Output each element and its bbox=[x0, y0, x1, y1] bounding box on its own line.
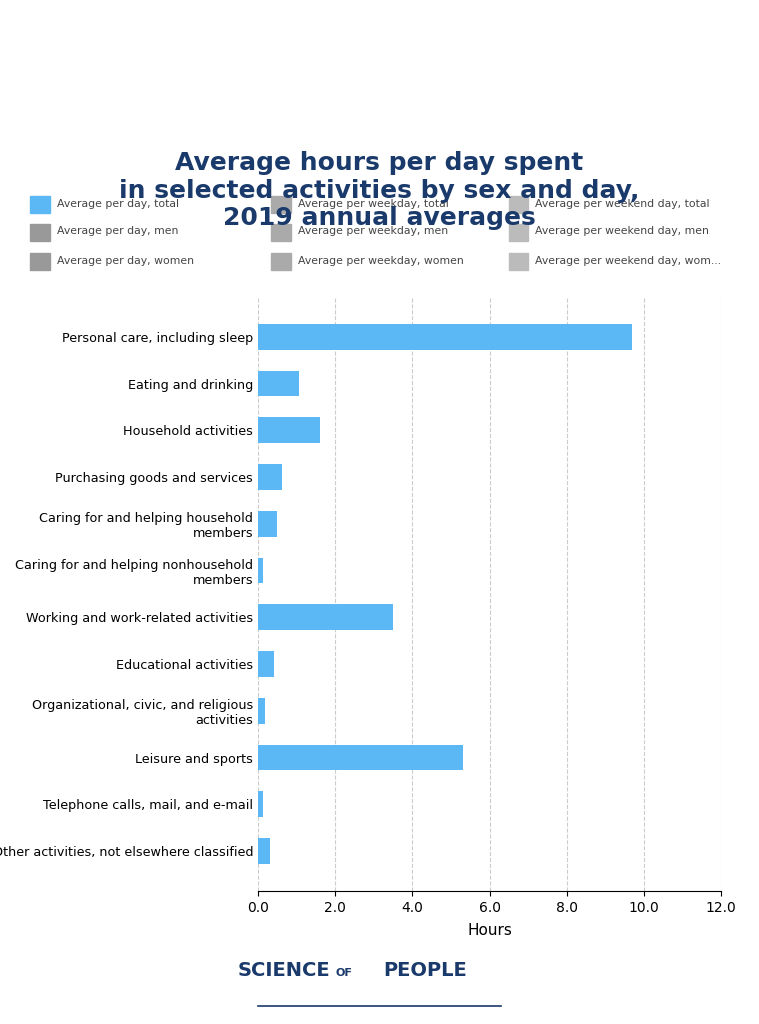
FancyBboxPatch shape bbox=[271, 253, 291, 270]
FancyBboxPatch shape bbox=[30, 224, 50, 241]
Bar bbox=[258, 511, 276, 537]
Text: Average per weekday, men: Average per weekday, men bbox=[298, 226, 448, 237]
Bar bbox=[258, 464, 282, 489]
Bar bbox=[258, 558, 263, 584]
Bar bbox=[258, 792, 263, 817]
Text: SCIENCE: SCIENCE bbox=[238, 962, 330, 980]
Bar bbox=[258, 698, 265, 724]
FancyBboxPatch shape bbox=[271, 224, 291, 241]
FancyBboxPatch shape bbox=[30, 253, 50, 270]
FancyBboxPatch shape bbox=[509, 224, 528, 241]
Bar bbox=[258, 324, 632, 349]
Bar bbox=[258, 604, 393, 630]
Text: Average hours per day spent
in selected activities by sex and day,
2019 annual a: Average hours per day spent in selected … bbox=[119, 151, 640, 230]
Text: Average per weekday, total: Average per weekday, total bbox=[298, 199, 449, 209]
X-axis label: Hours: Hours bbox=[467, 923, 512, 938]
FancyBboxPatch shape bbox=[509, 197, 528, 213]
FancyBboxPatch shape bbox=[509, 253, 528, 270]
Text: Average per day, total: Average per day, total bbox=[57, 199, 179, 209]
FancyBboxPatch shape bbox=[30, 197, 50, 213]
Text: Average per weekend day, men: Average per weekend day, men bbox=[535, 226, 709, 237]
Bar bbox=[258, 418, 320, 443]
Bar bbox=[258, 744, 462, 770]
Text: Average per weekday, women: Average per weekday, women bbox=[298, 256, 464, 265]
Text: Average per weekend day, wom...: Average per weekend day, wom... bbox=[535, 256, 721, 265]
Bar bbox=[258, 371, 299, 396]
Text: Average per day, men: Average per day, men bbox=[57, 226, 178, 237]
Text: OF: OF bbox=[335, 968, 352, 978]
Bar bbox=[258, 839, 269, 864]
Text: Average per day, women: Average per day, women bbox=[57, 256, 194, 265]
Text: PEOPLE: PEOPLE bbox=[383, 962, 467, 980]
Text: Average per weekend day, total: Average per weekend day, total bbox=[535, 199, 710, 209]
Bar bbox=[258, 651, 274, 677]
FancyBboxPatch shape bbox=[271, 197, 291, 213]
